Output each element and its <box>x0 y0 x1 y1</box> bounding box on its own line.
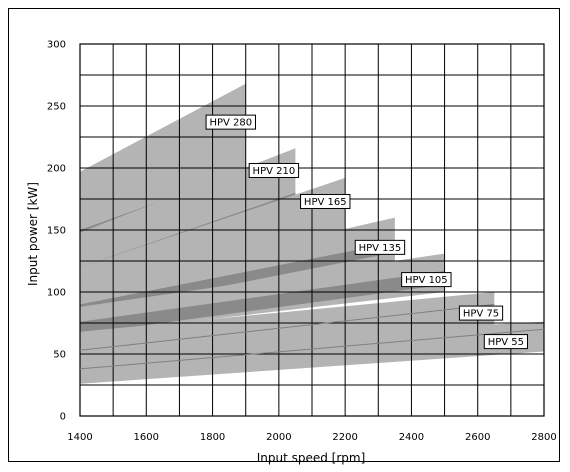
y-tick-label: 250 <box>47 102 66 113</box>
hpv-135-label-box <box>354 239 406 255</box>
hpv-55-label: HPV 55 <box>488 337 524 348</box>
y-tick-label: 150 <box>47 226 66 237</box>
plot-border <box>79 43 545 417</box>
band-labels-layer: HPV 280 HPV 210 HPV 165 HPV 135 HPV 105 HPV 7… <box>205 114 528 350</box>
hpv-105-core-band <box>80 270 445 335</box>
x-tick-label: 1400 <box>67 432 92 443</box>
hpv-210-label: HPV 210 <box>253 166 296 177</box>
x-tick-label: 2000 <box>266 432 291 443</box>
x-tick-label: 2800 <box>531 432 556 443</box>
hpv-135-label: HPV 135 <box>359 243 402 254</box>
y-tick-label: 0 <box>60 412 66 423</box>
hpv-75-label-box <box>458 305 504 321</box>
y-tick-label: 100 <box>47 288 66 299</box>
center-lines-layer <box>79 303 545 370</box>
y-tick-label: 50 <box>53 350 66 361</box>
hpv-55-label-box <box>483 334 528 350</box>
y-tick-label: 200 <box>47 164 66 175</box>
x-tick-label: 2400 <box>399 432 424 443</box>
hpv-210-label-box <box>248 162 300 178</box>
x-axis-label: Input speed [rpm] <box>257 451 366 465</box>
hpv-105-label: HPV 105 <box>405 275 448 286</box>
x-tick-label: 2200 <box>332 432 357 443</box>
chart-frame <box>8 8 560 462</box>
hpv-280-label: HPV 280 <box>209 118 252 129</box>
hpv-165-label: HPV 165 <box>304 197 347 208</box>
hpv-105-label-box <box>401 272 452 288</box>
hpv-165-label-box <box>300 193 351 209</box>
hpv-280-band <box>80 83 246 243</box>
grid-layer <box>79 43 545 417</box>
hpv-75-label: HPV 75 <box>463 309 499 320</box>
ticks-layer: 1400 1600 1800 2000 2200 2400 2600 2800 0 50 100 15… <box>47 40 557 444</box>
y-axis-label: Input power [kW] <box>26 182 40 286</box>
x-tick-label: 2600 <box>465 432 490 443</box>
hpv-75-center-line <box>79 303 495 351</box>
hpv-280-label-box <box>205 114 257 130</box>
hpv-55-center-line <box>79 328 545 370</box>
y-tick-label: 300 <box>47 40 66 51</box>
x-tick-label: 1800 <box>200 432 225 443</box>
x-tick-label: 1600 <box>134 432 159 443</box>
